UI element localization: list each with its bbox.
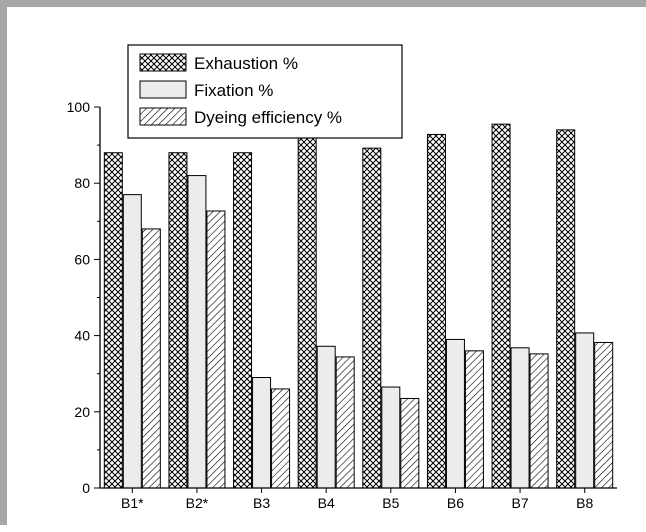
bar-fixation-b2	[187, 175, 207, 489]
legend-label: Dyeing efficiency %	[194, 108, 342, 127]
y-tick-label: 60	[74, 251, 90, 267]
bar-chart: 0 20 40 60 80 100 B1* B2* B3 B4 B5 B6 B7 B8 Exhaustio…	[67, 44, 617, 511]
y-tick-label: 40	[74, 328, 90, 344]
bar-dyeing-efficiency-b4	[335, 356, 355, 489]
x-tick-label: B2*	[186, 495, 209, 511]
x-tick-label: B6	[447, 495, 464, 511]
legend-swatch	[139, 80, 187, 99]
bars-layer	[103, 123, 614, 489]
bar-fixation-b7	[510, 347, 530, 489]
bar-exhaustion-b2	[168, 152, 188, 489]
axes: 0 20 40 60 80 100 B1* B2* B3 B4 B5 B6 B7 B8	[67, 99, 617, 511]
bar-dyeing-efficiency-b8	[594, 341, 614, 489]
bar-dyeing-efficiency-b1	[141, 228, 161, 489]
bar-fixation-b6	[445, 338, 465, 489]
bar-dyeing-efficiency-b5	[400, 397, 420, 489]
bar-dyeing-efficiency-b3	[271, 388, 291, 489]
y-tick-label: 0	[82, 480, 90, 496]
bar-fixation-b8	[575, 332, 595, 489]
bar-exhaustion-b7	[491, 123, 511, 489]
bar-exhaustion-b8	[556, 129, 576, 489]
x-tick-label: B3	[253, 495, 270, 511]
bar-dyeing-efficiency-b7	[529, 353, 549, 489]
y-tick-label: 80	[74, 175, 90, 191]
x-tick-label: B4	[318, 495, 335, 511]
legend-swatch	[139, 107, 187, 126]
x-tick-label: B5	[382, 495, 399, 511]
bar-dyeing-efficiency-b6	[464, 350, 484, 489]
bar-exhaustion-b6	[426, 133, 446, 489]
legend: Exhaustion % Fixation % Dyeing efficiency …	[127, 44, 403, 139]
legend-swatch	[139, 53, 187, 72]
x-tick-label: B8	[576, 495, 593, 511]
legend-label: Fixation %	[194, 81, 273, 100]
bar-fixation-b1	[122, 194, 142, 489]
bar-exhaustion-b3	[233, 152, 253, 489]
bar-fixation-b3	[252, 377, 272, 489]
bar-dyeing-efficiency-b2	[206, 210, 226, 489]
x-tick-label: B1*	[121, 495, 144, 511]
x-tick-label: B7	[512, 495, 529, 511]
bar-fixation-b4	[316, 345, 336, 489]
y-tick-label: 100	[67, 99, 91, 115]
bar-exhaustion-b4	[297, 135, 317, 489]
y-tick-label: 20	[74, 404, 90, 420]
bar-exhaustion-b5	[362, 147, 382, 489]
bar-exhaustion-b1	[103, 152, 123, 489]
legend-label: Exhaustion %	[194, 54, 298, 73]
bar-fixation-b5	[381, 386, 401, 489]
